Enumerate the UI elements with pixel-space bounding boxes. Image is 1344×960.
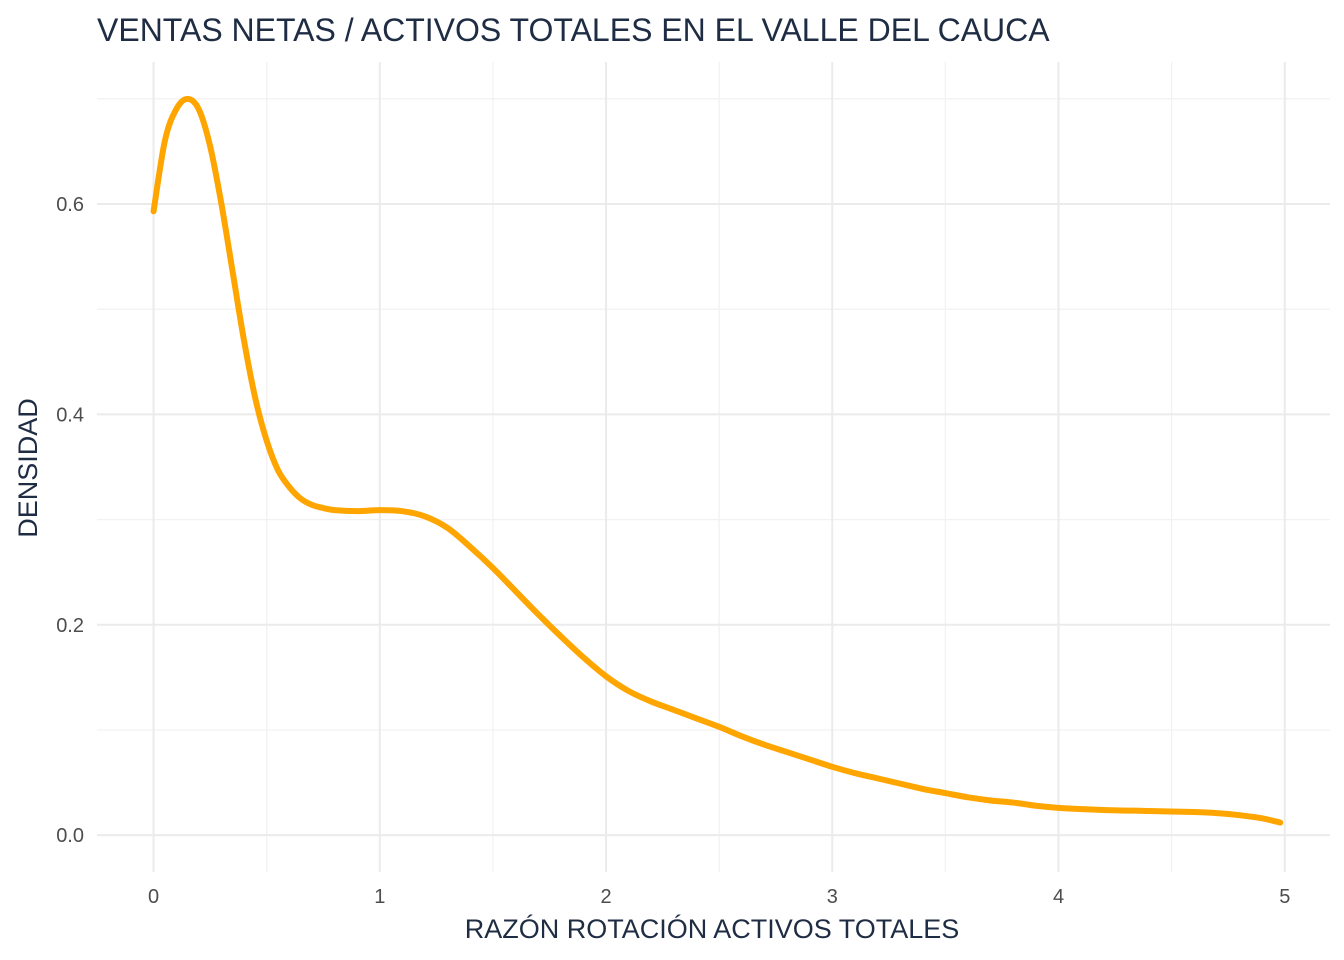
y-tick-label: 0.6 [56, 194, 84, 216]
x-tick-label: 5 [1279, 886, 1290, 908]
x-axis-tick-labels: 0 1 2 3 4 5 [148, 886, 1290, 908]
chart-title: VENTAS NETAS / ACTIVOS TOTALES EN EL VAL… [97, 12, 1050, 48]
y-axis-tick-labels: 0.0 0.2 0.4 0.6 [56, 194, 84, 847]
density-curve [150, 95, 1284, 826]
x-tick-label: 3 [827, 886, 838, 908]
x-tick-label: 2 [600, 886, 611, 908]
x-tick-label: 0 [148, 886, 159, 908]
y-axis-title: DENSIDAD [13, 398, 43, 538]
y-tick-label: 0.0 [56, 825, 84, 847]
y-tick-label: 0.4 [56, 404, 84, 426]
x-tick-label: 1 [374, 886, 385, 908]
minor-gridlines [97, 62, 1330, 872]
y-tick-label: 0.2 [56, 615, 84, 637]
major-gridlines [97, 62, 1330, 872]
x-tick-label: 4 [1053, 886, 1064, 908]
x-axis-title: RAZÓN ROTACIÓN ACTIVOS TOTALES [465, 913, 960, 944]
